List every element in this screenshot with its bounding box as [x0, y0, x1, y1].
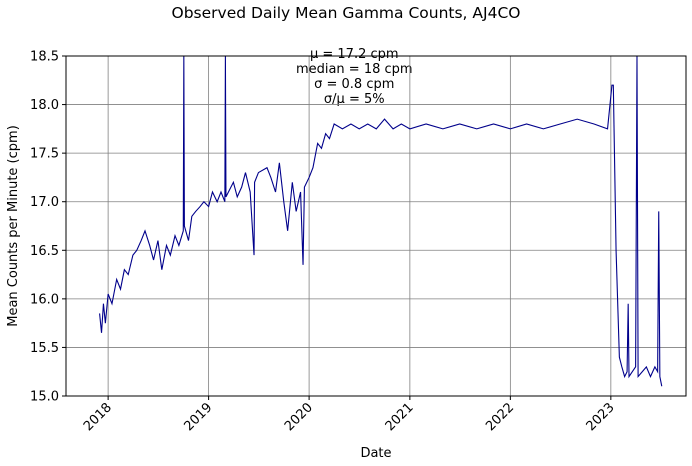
- chart-title: Observed Daily Mean Gamma Counts, AJ4CO: [171, 4, 521, 22]
- y-tick-label: 18.0: [30, 98, 59, 113]
- y-tick-label: 16.0: [30, 292, 59, 307]
- grid: [66, 55, 686, 397]
- x-axis-label: Date: [360, 446, 391, 461]
- y-tick-label: 17.0: [30, 195, 59, 210]
- x-tick-label: 2021: [383, 400, 417, 434]
- y-tick-label: 16.5: [30, 244, 59, 259]
- y-tick-label: 17.5: [30, 147, 59, 162]
- stat-mean: μ = 17.2 cpm: [309, 47, 399, 62]
- stat-sigma: σ = 0.8 cpm: [314, 77, 395, 92]
- y-tick-label: 18.5: [30, 50, 59, 65]
- axes-frame: [65, 55, 687, 397]
- stat-cv: σ/μ = 5%: [323, 92, 385, 107]
- stat-median: median = 18 cpm: [295, 62, 413, 77]
- chart-subtitle: μ = 17.2 cpm median = 18 cpm σ = 0.8 cpm…: [0, 32, 692, 122]
- y-tick-label: 15.5: [30, 341, 59, 356]
- series-line-0: [99, 56, 663, 387]
- x-tick-label: 2020: [282, 400, 316, 434]
- y-tick-label: 15.0: [30, 390, 59, 405]
- x-tick-label: 2023: [584, 400, 618, 434]
- ticks: 15.0 15.5 16.0 16.5 17.0 17.5 18.0 18.5 2018 2019…: [30, 50, 618, 435]
- y-axis-label: Mean Counts per Minute (cpm): [6, 125, 21, 327]
- x-tick-label: 2019: [181, 400, 215, 434]
- x-tick-label: 2022: [483, 400, 517, 434]
- series-layer: [99, 56, 663, 387]
- x-tick-label: 2018: [81, 400, 115, 434]
